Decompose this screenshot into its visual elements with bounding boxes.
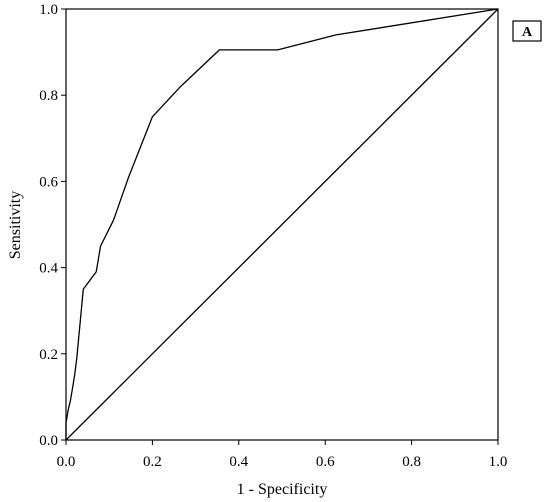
y-tick-label: 0.8: [39, 88, 58, 104]
axis-ticks: 0.0 0.2 0.4 0.6 0.8 1.0 0.0 0.2 0.4 0.6 0.8 1.0: [39, 2, 507, 470]
y-tick-label: 0.4: [39, 261, 58, 277]
x-tick-label: 1.0: [489, 454, 508, 470]
y-axis-label: Sensitivity: [7, 191, 24, 259]
x-tick-label: 0.4: [229, 454, 248, 470]
series-lines: [65, 8, 499, 441]
x-tick-label: 0.0: [57, 454, 76, 470]
x-tick-label: 0.8: [402, 454, 421, 470]
panel-label-box: A: [512, 20, 542, 42]
reference-diagonal-line: [65, 8, 499, 441]
x-axis-label: 1 - Specificity: [237, 481, 328, 498]
y-tick-label: 0.2: [39, 347, 58, 363]
y-tick-label: 1.0: [39, 2, 58, 18]
x-tick-label: 0.2: [143, 454, 162, 470]
y-tick-label: 0.0: [39, 433, 58, 449]
plot-frame: [65, 8, 499, 441]
roc-curve-line: [65, 8, 499, 440]
panel-label: A: [522, 25, 533, 40]
x-tick-label: 0.6: [316, 454, 335, 470]
y-tick-label: 0.6: [39, 174, 58, 190]
